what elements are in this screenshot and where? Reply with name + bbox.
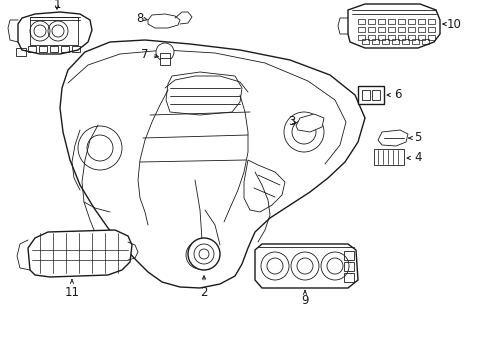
Polygon shape bbox=[148, 14, 180, 28]
Bar bbox=[361, 39, 368, 44]
Bar bbox=[343, 273, 353, 282]
Text: 1: 1 bbox=[53, 0, 61, 12]
Bar bbox=[427, 27, 434, 32]
Bar bbox=[367, 19, 374, 24]
Bar bbox=[373, 149, 403, 165]
Polygon shape bbox=[28, 230, 132, 277]
Bar bbox=[357, 27, 364, 32]
Bar bbox=[387, 35, 394, 40]
Bar bbox=[371, 90, 379, 100]
Bar bbox=[427, 19, 434, 24]
Bar bbox=[39, 46, 47, 52]
Bar bbox=[411, 39, 418, 44]
Bar bbox=[367, 27, 374, 32]
Bar bbox=[417, 27, 424, 32]
Bar bbox=[61, 46, 69, 52]
Bar bbox=[160, 53, 170, 65]
Text: 10: 10 bbox=[442, 18, 461, 31]
Text: 8: 8 bbox=[136, 12, 147, 24]
Circle shape bbox=[156, 43, 174, 61]
Polygon shape bbox=[377, 130, 407, 146]
Bar bbox=[361, 90, 369, 100]
Text: 2: 2 bbox=[200, 276, 207, 298]
Bar bbox=[16, 48, 26, 56]
Bar bbox=[72, 46, 80, 52]
Bar bbox=[427, 35, 434, 40]
Bar bbox=[397, 35, 404, 40]
Bar bbox=[357, 35, 364, 40]
Bar bbox=[397, 19, 404, 24]
Polygon shape bbox=[18, 12, 92, 54]
Bar bbox=[50, 46, 58, 52]
Bar bbox=[401, 39, 408, 44]
Polygon shape bbox=[295, 114, 324, 132]
Bar bbox=[417, 35, 424, 40]
Bar bbox=[377, 19, 384, 24]
Text: 9: 9 bbox=[301, 291, 308, 306]
Bar bbox=[397, 27, 404, 32]
Bar bbox=[407, 27, 414, 32]
Text: 5: 5 bbox=[408, 131, 421, 144]
Bar bbox=[391, 39, 398, 44]
Text: 4: 4 bbox=[406, 152, 421, 165]
Bar bbox=[367, 35, 374, 40]
Bar bbox=[377, 27, 384, 32]
Bar bbox=[407, 35, 414, 40]
Circle shape bbox=[187, 238, 220, 270]
Bar bbox=[357, 86, 383, 104]
Text: 3: 3 bbox=[288, 116, 295, 129]
Text: 11: 11 bbox=[64, 280, 80, 298]
Polygon shape bbox=[347, 4, 439, 48]
Bar bbox=[343, 262, 353, 271]
Polygon shape bbox=[254, 244, 357, 288]
Bar bbox=[343, 251, 353, 260]
Bar bbox=[421, 39, 428, 44]
Bar bbox=[357, 19, 364, 24]
Bar bbox=[371, 39, 378, 44]
Bar bbox=[387, 27, 394, 32]
Bar bbox=[417, 19, 424, 24]
Text: 6: 6 bbox=[386, 89, 401, 102]
Bar bbox=[387, 19, 394, 24]
Bar bbox=[407, 19, 414, 24]
Bar bbox=[381, 39, 388, 44]
Text: 7: 7 bbox=[141, 49, 158, 62]
Bar bbox=[30, 17, 78, 45]
Bar bbox=[28, 46, 36, 52]
Bar bbox=[377, 35, 384, 40]
